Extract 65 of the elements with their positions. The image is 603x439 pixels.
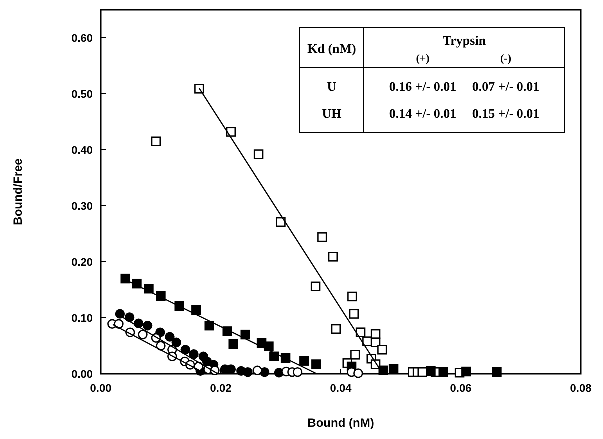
- point: [328, 252, 338, 262]
- x-tick-label: 0.08: [570, 383, 592, 395]
- point: [378, 345, 388, 355]
- point: [138, 330, 148, 340]
- point: [349, 309, 360, 319]
- y-tick-label: 0.10: [72, 313, 93, 325]
- y-tick-label: 0.30: [72, 201, 93, 213]
- point: [426, 366, 436, 376]
- y-tick-label: 0.20: [72, 257, 93, 269]
- point: [348, 292, 358, 302]
- point: [222, 326, 232, 336]
- point: [292, 367, 303, 378]
- point: [300, 356, 310, 366]
- point: [276, 217, 286, 228]
- point: [228, 339, 238, 350]
- point: [165, 332, 175, 342]
- annotation: 0.15 +/- 0.01: [472, 106, 540, 121]
- point: [252, 366, 262, 376]
- point: [350, 350, 360, 360]
- point: [172, 338, 182, 348]
- annotation: 0.07 +/- 0.01: [472, 79, 540, 94]
- x-tick-label: 0.00: [90, 383, 112, 395]
- point: [144, 284, 154, 294]
- point: [312, 360, 322, 370]
- point: [331, 324, 342, 334]
- y-axis-title: Bound/Free: [11, 158, 25, 226]
- x-tick-label: 0.02: [210, 383, 232, 395]
- y-tick-label: 0.40: [72, 145, 93, 157]
- point: [240, 330, 250, 340]
- point: [194, 84, 204, 94]
- point: [142, 320, 153, 331]
- point: [189, 350, 199, 360]
- point: [204, 320, 214, 331]
- x-tick-label: 0.04: [330, 383, 353, 395]
- point: [115, 309, 126, 319]
- point: [354, 368, 364, 378]
- y-tick-label: 0.50: [72, 89, 93, 101]
- point: [151, 136, 162, 146]
- point: [270, 352, 280, 362]
- point: [318, 232, 328, 242]
- annotation: U: [327, 79, 338, 94]
- point: [120, 274, 130, 284]
- annotation: Kd (nM): [308, 41, 356, 56]
- point: [492, 367, 502, 378]
- point: [388, 364, 399, 374]
- point: [254, 150, 264, 160]
- annotation: Trypsin: [442, 33, 487, 48]
- x-tick-label: 0.06: [450, 383, 472, 395]
- x-axis-title: Bound (nM): [308, 416, 374, 430]
- point: [462, 366, 472, 377]
- annotation: (-): [500, 53, 512, 65]
- point: [378, 366, 388, 376]
- point: [264, 342, 274, 352]
- y-tick-label: 0.60: [72, 33, 93, 45]
- point: [356, 328, 366, 338]
- annotation: 0.14 +/- 0.01: [389, 106, 457, 121]
- point: [243, 367, 253, 378]
- y-tick-label: 0.00: [72, 369, 93, 381]
- point: [124, 312, 135, 322]
- annotation: 0.16 +/- 0.01: [389, 79, 457, 94]
- annotation: (+): [416, 53, 430, 65]
- annotation: UH: [322, 106, 342, 121]
- point: [310, 282, 321, 292]
- point: [180, 345, 190, 355]
- point: [438, 367, 448, 378]
